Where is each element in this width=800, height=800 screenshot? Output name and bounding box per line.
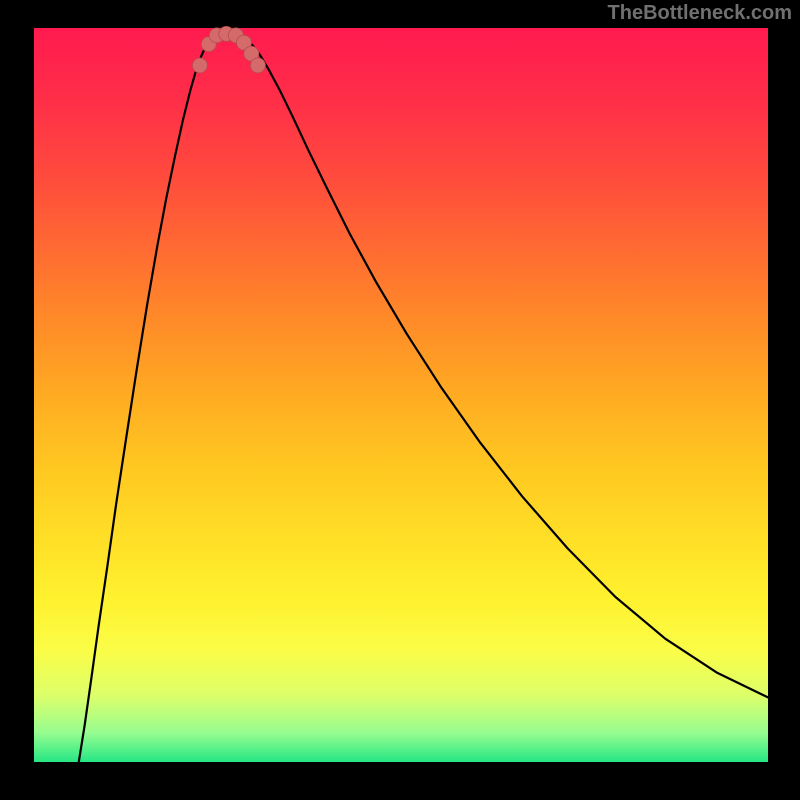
trough-marker [192, 58, 207, 73]
chart-container: TheBottleneck.com [0, 0, 800, 800]
bottleneck-chart [0, 0, 800, 800]
watermark-text: TheBottleneck.com [608, 2, 792, 25]
trough-marker [250, 58, 265, 73]
